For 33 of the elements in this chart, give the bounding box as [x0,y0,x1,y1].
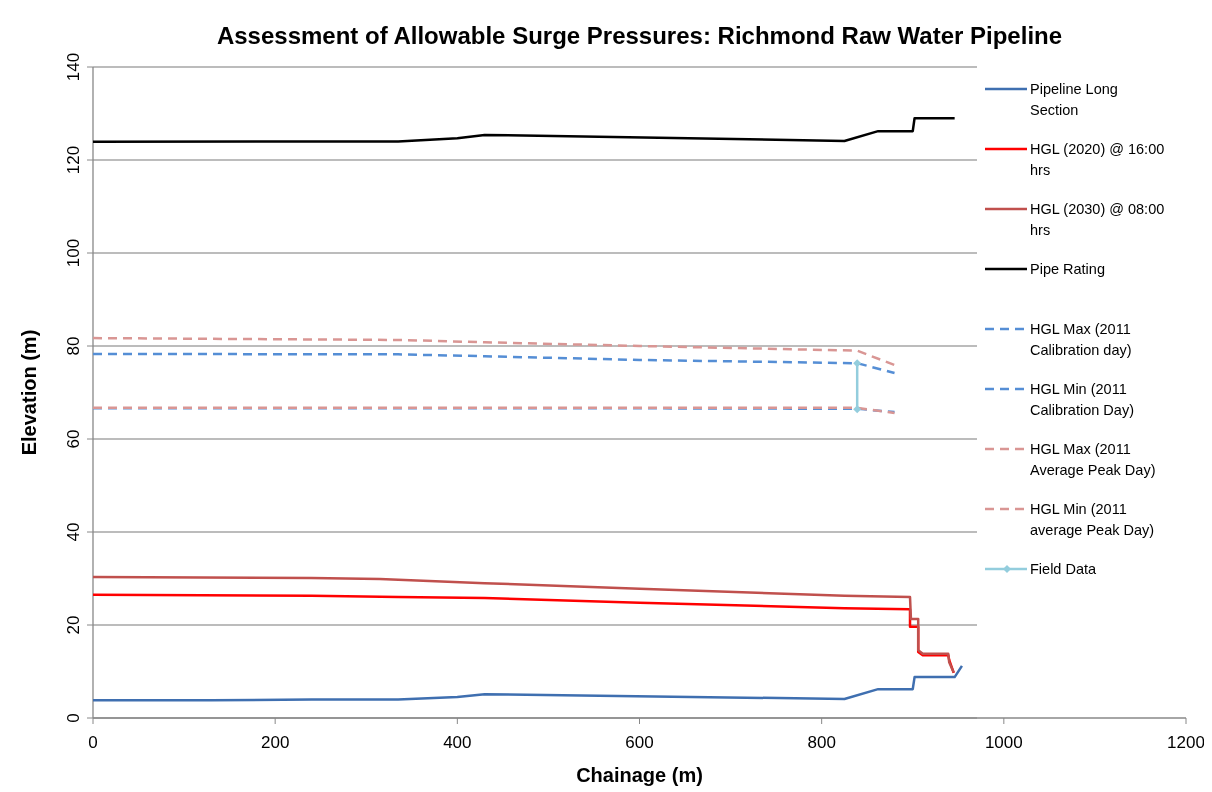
x-axis-title: Chainage (m) [576,764,703,786]
x-tick-label: 600 [625,733,654,752]
x-tick-label: 400 [443,733,472,752]
legend-label: HGL (2020) @ 16:00 hrs [1030,141,1165,178]
line-series [91,336,896,367]
x-tick-label: 1200 [1167,733,1205,752]
legend-label: Field Data [1030,561,1098,577]
y-tick-label: 40 [64,522,84,542]
legend-label: HGL Max (2011 Average Peak Day) [1030,441,1156,478]
y-tick-label: 80 [64,336,84,356]
legend-label: HGL Min (2011 average Peak Day) [1030,501,1155,538]
y-tick-label: 140 [64,52,84,82]
y-tick-label: 100 [64,238,84,268]
y-tick-label: 60 [64,429,84,449]
legend-label: HGL Max (2011 Calibration day) [1030,321,1132,358]
legend-label: HGL (2030) @ 08:00 hrs [1030,201,1165,238]
line-series [91,116,956,144]
x-tick-label: 0 [88,733,98,752]
x-tick-label: 200 [260,733,290,752]
line-series [91,352,896,375]
y-tick-label: 120 [64,145,84,175]
line-series [91,593,955,675]
legend-label: HGL Min (2011 Calibration Day) [1030,381,1134,418]
y-axis-title: Elevation (m) [18,329,40,456]
line-series [91,575,955,674]
y-tick-label: 0 [64,713,84,723]
x-tick-label: 1000 [984,733,1023,752]
y-tick-label: 20 [64,615,84,635]
chart-title: Assessment of Allowable Surge Pressures: Richmond Raw Water Pipeline [216,22,1063,49]
line-series [91,664,964,702]
legend-label: Pipeline Long Section [1030,81,1118,118]
legend-label: Pipe Rating [1030,261,1105,277]
x-tick-label: 800 [807,733,836,752]
